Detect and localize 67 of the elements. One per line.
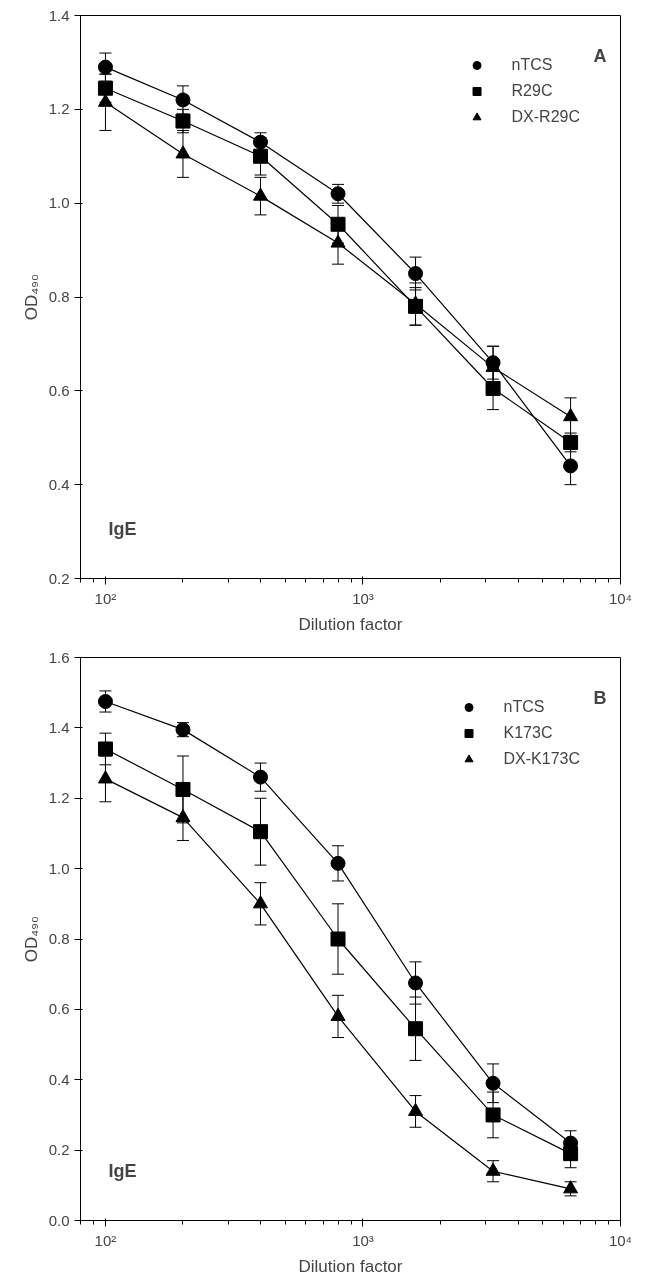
- x-tick-label: 10²: [94, 1231, 117, 1249]
- x-tick-label: 10³: [352, 589, 374, 607]
- legend-label: nTCS: [511, 56, 553, 74]
- y-tick-label: 1.2: [48, 789, 70, 807]
- y-tick-label: 1.4: [48, 6, 70, 24]
- point: [97, 80, 113, 96]
- point: [485, 1075, 501, 1091]
- point: [485, 1162, 501, 1176]
- annotation: A: [593, 45, 607, 66]
- point: [175, 145, 191, 159]
- y-tick-label: 0.8: [48, 288, 70, 305]
- y-tick-label: 1.0: [48, 859, 70, 877]
- legend-label: K173C: [503, 724, 553, 742]
- x-tick-label: 10³: [352, 1231, 374, 1249]
- annotation: IgE: [108, 518, 137, 539]
- annotation: IgE: [108, 1160, 137, 1181]
- point: [408, 975, 424, 991]
- annotation: B: [593, 687, 607, 708]
- y-tick-label: 0.2: [48, 1141, 70, 1159]
- x-axis-title: Dilution factor: [298, 1256, 403, 1276]
- legend-label: DX-K173C: [503, 750, 580, 768]
- point: [97, 770, 113, 784]
- point: [253, 187, 268, 201]
- y-tick-label: 1.4: [48, 718, 70, 736]
- x-tick-label: 10⁴: [608, 589, 633, 607]
- point: [330, 1007, 346, 1021]
- point: [253, 769, 268, 785]
- y-tick-label: 0.4: [48, 475, 70, 493]
- y-tick-label: 0.6: [48, 1000, 70, 1018]
- point: [563, 458, 579, 474]
- point: [253, 824, 268, 840]
- legend-label: nTCS: [503, 698, 545, 716]
- point: [408, 266, 424, 282]
- legend-label: R29C: [511, 82, 553, 100]
- y-tick-label: 0.6: [48, 381, 70, 399]
- y-tick-label: 0.8: [48, 930, 70, 947]
- point: [175, 781, 191, 797]
- y-axis-title: OD₄₉₀: [21, 273, 41, 321]
- x-tick-label: 10²: [94, 589, 117, 607]
- y-tick-label: 0.0: [48, 1211, 70, 1229]
- y-tick-label: 1.2: [48, 100, 70, 118]
- y-axis-title: OD₄₉₀: [21, 915, 41, 963]
- point: [408, 1102, 424, 1116]
- point: [485, 380, 501, 396]
- point: [330, 855, 346, 871]
- point: [175, 92, 191, 108]
- point: [253, 148, 268, 164]
- point: [97, 694, 113, 709]
- point: [563, 408, 579, 422]
- point: [253, 895, 268, 909]
- point: [330, 234, 346, 248]
- x-axis-title: Dilution factor: [298, 614, 403, 634]
- point: [485, 1107, 501, 1123]
- point: [175, 809, 191, 823]
- x-tick-label: 10⁴: [608, 1231, 633, 1249]
- point: [97, 93, 113, 107]
- point: [408, 298, 424, 314]
- point: [408, 1021, 424, 1037]
- y-tick-label: 0.2: [48, 569, 70, 587]
- y-tick-label: 1.6: [48, 648, 70, 666]
- y-tick-label: 0.4: [48, 1070, 70, 1088]
- legend-label: DX-R29C: [511, 108, 580, 126]
- point: [330, 931, 346, 947]
- point: [97, 741, 113, 757]
- point: [97, 59, 113, 75]
- point: [330, 216, 346, 232]
- y-tick-label: 1.0: [48, 194, 70, 212]
